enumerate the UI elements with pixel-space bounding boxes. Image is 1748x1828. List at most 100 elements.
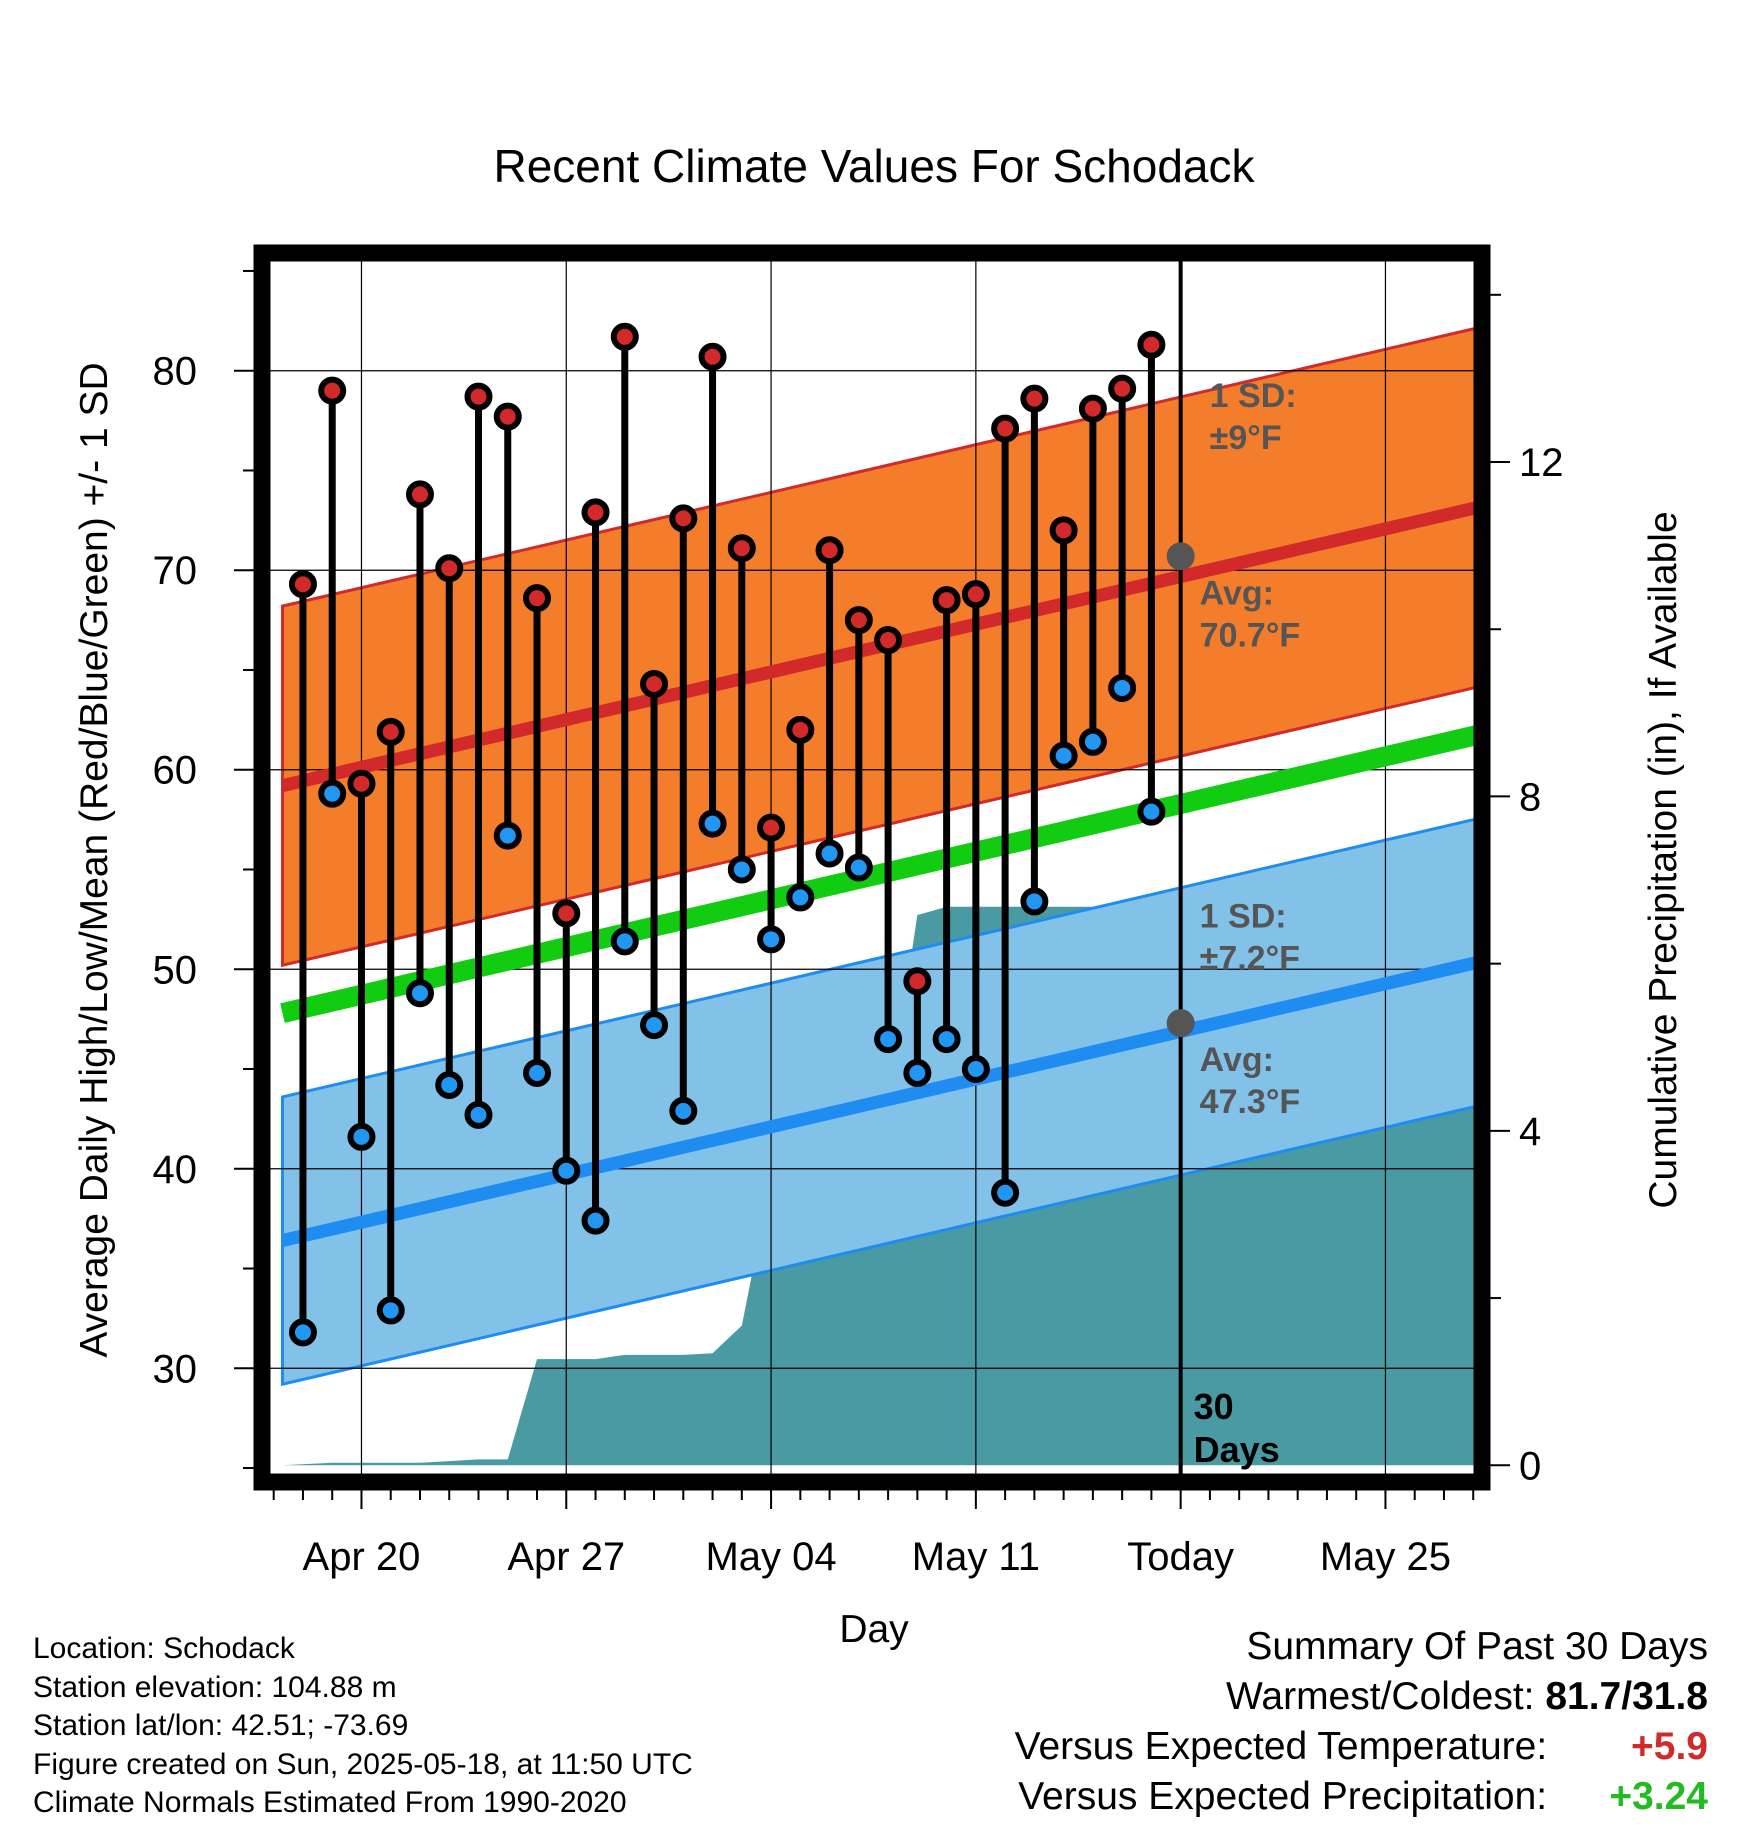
x-tick-label: Apr 27	[507, 1535, 625, 1579]
plot-frame	[253, 244, 1491, 1491]
daily-low-marker	[1020, 887, 1049, 916]
daily-low-marker	[786, 883, 815, 912]
low-avg-annotation: Avg: 47.3°F	[1200, 1041, 1301, 1121]
daily-low-marker	[493, 821, 522, 850]
y-tick-label: 50	[153, 948, 198, 992]
daily-low-marker	[435, 1070, 464, 1099]
daily-high-marker	[1078, 394, 1107, 423]
low-avg-today-marker	[1166, 1009, 1195, 1038]
daily-low-marker	[961, 1055, 990, 1084]
daily-high-marker	[1108, 374, 1137, 403]
daily-high-marker	[727, 534, 756, 563]
daily-low-marker	[698, 809, 727, 838]
y-axis-label: Average Daily High/Low/Mean (Red/Blue/Gr…	[73, 362, 116, 1357]
temp-value: +5.9	[1631, 1725, 1708, 1768]
x-tick-label: May 04	[705, 1535, 836, 1579]
precip-label: Versus Expected Precipitation:	[1018, 1775, 1548, 1818]
temp-row: Versus Expected Temperature: +5.9	[1015, 1722, 1708, 1772]
daily-high-marker	[523, 584, 552, 613]
x-tick-label: May 25	[1320, 1535, 1451, 1579]
daily-low-marker	[288, 1318, 317, 1347]
warm-cold-value: 81.7/31.8	[1545, 1675, 1708, 1718]
daily-low-marker	[669, 1096, 698, 1125]
y-tick-label: 30	[153, 1347, 198, 1391]
daily-high-marker	[552, 899, 581, 928]
daily-low-marker	[581, 1206, 610, 1235]
station-info: Location: Schodack Station elevation: 10…	[33, 1630, 693, 1823]
daily-high-marker	[932, 586, 961, 615]
daily-low-marker	[874, 1025, 903, 1054]
x-tick-label: May 11	[912, 1535, 1040, 1579]
precip-value: +3.24	[1609, 1775, 1708, 1818]
daily-high-marker	[1049, 516, 1078, 545]
low-normal-line	[281, 954, 1482, 1247]
daily-low-marker	[1078, 727, 1107, 756]
daily-high-marker	[405, 480, 434, 509]
daily-low-marker	[991, 1178, 1020, 1207]
x-axis-label: Day	[839, 1608, 909, 1651]
daily-high-marker	[581, 498, 610, 527]
daily-high-marker	[698, 342, 727, 371]
daily-low-marker	[405, 979, 434, 1008]
daily-high-marker	[493, 402, 522, 431]
created-text: Figure created on Sun, 2025-05-18, at 11…	[33, 1747, 693, 1781]
daily-low-marker	[318, 779, 347, 808]
elevation-text: Station elevation: 104.88 m	[33, 1670, 397, 1704]
summary-title: Summary Of Past 30 Days	[1246, 1625, 1708, 1668]
y2-tick-label: 8	[1519, 775, 1541, 819]
daily-high-marker	[903, 967, 932, 996]
y-tick-label: 70	[153, 549, 198, 593]
daily-low-marker	[1108, 673, 1137, 702]
daily-high-marker	[347, 769, 376, 798]
high-avg-annotation: Avg: 70.7°F	[1200, 574, 1301, 654]
daily-low-marker	[347, 1122, 376, 1151]
daily-low-marker	[757, 925, 786, 954]
y-tick-label: 60	[153, 749, 198, 793]
daily-high-marker	[376, 717, 405, 746]
daily-high-marker	[610, 322, 639, 351]
daily-low-marker	[1137, 797, 1166, 826]
daily-low-marker	[376, 1296, 405, 1325]
y-tick-label: 80	[153, 350, 198, 394]
daily-low-marker	[727, 855, 756, 884]
chart-title: Recent Climate Values For Schodack	[493, 140, 1255, 192]
daily-high-marker	[640, 669, 669, 698]
low-sd-annotation: 1 SD: ±7.2°F	[1200, 897, 1300, 977]
warm-cold-label: Warmest/Coldest:	[1226, 1675, 1535, 1718]
daily-high-marker	[815, 536, 844, 565]
daily-high-marker	[318, 376, 347, 405]
location-text: Location: Schodack	[33, 1632, 295, 1665]
days-window-label: 30 Days	[1194, 1386, 1280, 1470]
daily-high-marker	[1137, 330, 1166, 359]
daily-low-marker	[464, 1100, 493, 1129]
daily-high-marker	[991, 414, 1020, 443]
daily-low-marker	[552, 1156, 581, 1185]
precip-row: Versus Expected Precipitation: +3.24	[1015, 1772, 1708, 1822]
daily-low-marker	[523, 1058, 552, 1087]
high-avg-today-marker	[1166, 542, 1195, 571]
daily-high-marker	[786, 715, 815, 744]
summary-panel: Summary Of Past 30 Days Warmest/Coldest:…	[1015, 1622, 1708, 1822]
mean-normal-line	[280, 724, 1482, 1023]
daily-low-marker	[932, 1025, 961, 1054]
daily-low-marker	[903, 1058, 932, 1087]
high-sd-annotation: 1 SD: ±9°F	[1210, 377, 1297, 457]
y-tick-label: 40	[153, 1148, 198, 1192]
normals-text: Climate Normals Estimated From 1990-2020	[33, 1786, 627, 1819]
daily-low-marker	[640, 1011, 669, 1040]
daily-high-marker	[757, 813, 786, 842]
y2-tick-label: 4	[1519, 1110, 1541, 1154]
y2-tick-label: 0	[1519, 1444, 1541, 1488]
daily-low-marker	[610, 927, 639, 956]
warm-cold-row: Warmest/Coldest: 81.7/31.8	[1015, 1672, 1708, 1722]
y2-axis-label: Cumulative Precipitation (in), If Availa…	[1642, 511, 1685, 1208]
daily-low-marker	[1049, 741, 1078, 770]
daily-high-marker	[669, 504, 698, 533]
daily-high-marker	[464, 382, 493, 411]
daily-low-marker	[815, 839, 844, 868]
daily-high-marker	[844, 606, 873, 635]
daily-low-marker	[844, 853, 873, 882]
daily-high-marker	[288, 570, 317, 599]
x-tick-label: Today	[1127, 1535, 1234, 1579]
daily-high-marker	[1020, 384, 1049, 413]
